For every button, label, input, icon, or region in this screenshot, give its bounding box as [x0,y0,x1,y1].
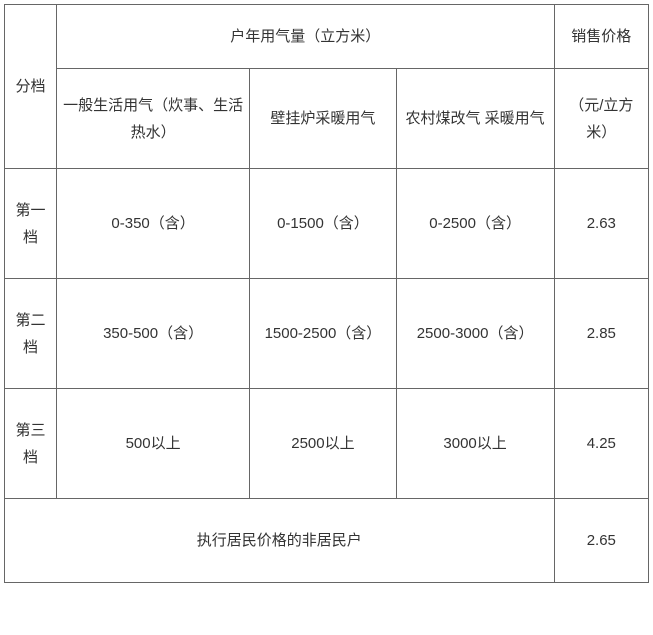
header-col-general: 一般生活用气（炊事、生活热水） [56,69,249,169]
tier-general: 0-350（含） [56,169,249,279]
table-header-row-2: 一般生活用气（炊事、生活热水） 壁挂炉采暖用气 农村煤改气 采暖用气 （元/立方… [5,69,649,169]
table-header-row-1: 分档 户年用气量（立方米） 销售价格 [5,5,649,69]
header-usage-group: 户年用气量（立方米） [56,5,554,69]
tier-label: 第二档 [5,279,57,389]
tier-price: 2.85 [554,279,648,389]
footer-price: 2.65 [554,499,648,583]
tier-rural: 2500-3000（含） [396,279,554,389]
tier-label: 第一档 [5,169,57,279]
header-price: 销售价格 [554,5,648,69]
header-col-wall: 壁挂炉采暖用气 [250,69,396,169]
table-row: 第二档 350-500（含） 1500-2500（含） 2500-3000（含）… [5,279,649,389]
header-tier: 分档 [5,5,57,169]
tier-price: 4.25 [554,389,648,499]
table-footer-row: 执行居民价格的非居民户 2.65 [5,499,649,583]
header-price-unit: （元/立方米） [554,69,648,169]
tier-rural: 0-2500（含） [396,169,554,279]
table-row: 第一档 0-350（含） 0-1500（含） 0-2500（含） 2.63 [5,169,649,279]
tier-wall: 0-1500（含） [250,169,396,279]
header-col-rural: 农村煤改气 采暖用气 [396,69,554,169]
table-row: 第三档 500以上 2500以上 3000以上 4.25 [5,389,649,499]
tier-wall: 2500以上 [250,389,396,499]
tier-price: 2.63 [554,169,648,279]
tier-rural: 3000以上 [396,389,554,499]
tier-label: 第三档 [5,389,57,499]
tier-general: 500以上 [56,389,249,499]
footer-label: 执行居民价格的非居民户 [5,499,555,583]
price-tier-table: 分档 户年用气量（立方米） 销售价格 一般生活用气（炊事、生活热水） 壁挂炉采暖… [4,4,649,583]
tier-wall: 1500-2500（含） [250,279,396,389]
tier-general: 350-500（含） [56,279,249,389]
